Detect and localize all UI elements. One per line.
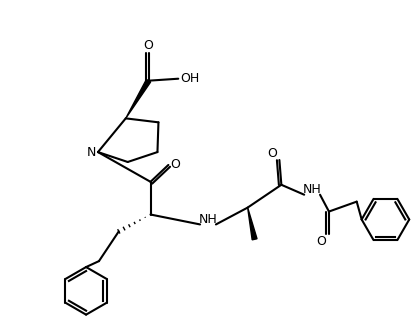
Text: NH: NH bbox=[199, 213, 217, 226]
Text: O: O bbox=[268, 147, 278, 160]
Text: O: O bbox=[171, 158, 180, 172]
Text: N: N bbox=[87, 146, 96, 159]
Text: O: O bbox=[316, 235, 326, 248]
Text: NH: NH bbox=[303, 183, 321, 196]
Text: OH: OH bbox=[181, 72, 200, 85]
Polygon shape bbox=[247, 208, 257, 240]
Polygon shape bbox=[126, 79, 150, 118]
Text: O: O bbox=[144, 39, 153, 52]
